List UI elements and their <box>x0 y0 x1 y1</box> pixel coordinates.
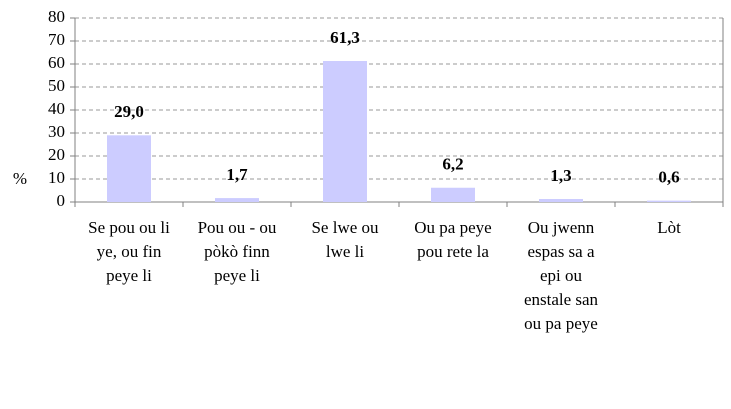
y-tick-label: 80 <box>48 7 65 26</box>
x-tick-label: Se pou ou li ye, ou fin peye li <box>88 218 170 285</box>
y-axis-label: % <box>13 169 27 188</box>
y-tick-label: 40 <box>48 99 65 118</box>
bar <box>539 199 583 202</box>
data-label: 61,3 <box>330 28 360 47</box>
bar <box>107 135 151 202</box>
y-tick-label: 50 <box>48 76 65 95</box>
bar <box>215 198 259 202</box>
bar <box>431 187 475 202</box>
y-tick-label: 0 <box>57 191 66 210</box>
y-tick-label: 60 <box>48 53 65 72</box>
bar <box>647 200 691 202</box>
y-tick-label: 70 <box>48 30 65 49</box>
data-label: 1,3 <box>550 166 571 185</box>
data-label: 1,7 <box>226 165 248 184</box>
x-tick-label: Pou ou - ou pòkò finn peye li <box>197 218 277 285</box>
y-tick-label: 20 <box>48 145 65 164</box>
x-tick-label: Ou pa peye pou rete la <box>414 218 492 261</box>
data-label: 0,6 <box>658 168 679 187</box>
x-tick-label: Ou jwenn espas sa a epi ou enstale san o… <box>523 218 599 333</box>
data-label: 29,0 <box>114 102 144 121</box>
y-tick-label: 30 <box>48 122 65 141</box>
y-tick-label: 10 <box>48 168 65 187</box>
x-tick-label: Lòt <box>657 218 681 237</box>
x-tick-label: Se lwe ou lwe li <box>311 218 379 261</box>
bar <box>323 61 367 203</box>
data-label: 6,2 <box>442 155 463 174</box>
